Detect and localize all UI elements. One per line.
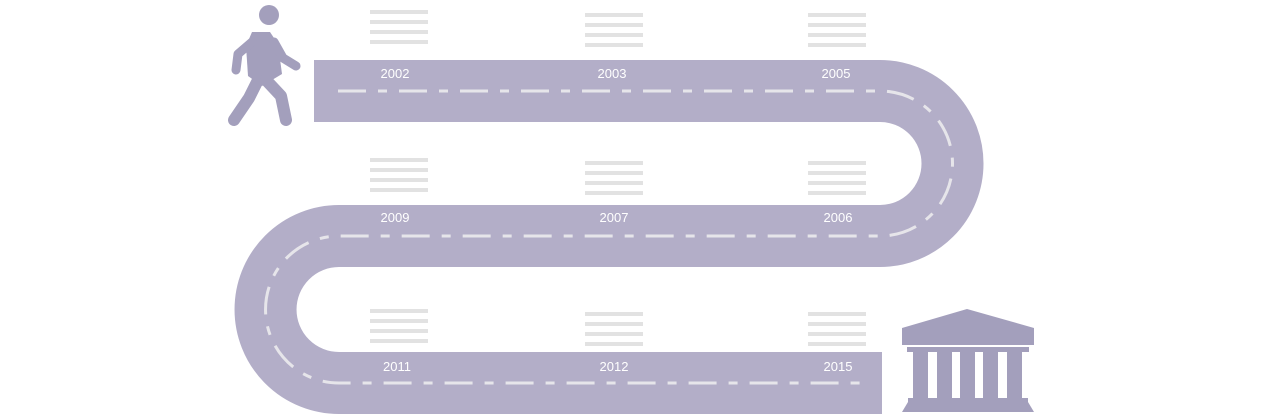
placeholder-lines-2002 (370, 10, 428, 44)
milestone-year-label: 2009 (381, 210, 410, 225)
placeholder-lines-group (370, 10, 866, 346)
placeholder-lines-2005 (808, 13, 866, 47)
road-center-dashes (264, 89, 954, 385)
placeholder-lines-2006 (808, 161, 866, 195)
milestone-year-label: 2006 (824, 210, 853, 225)
placeholder-lines-2012 (585, 312, 643, 346)
placeholder-lines-2009 (370, 158, 428, 192)
placeholder-lines-2015 (808, 312, 866, 346)
placeholder-lines-2007 (585, 161, 643, 195)
milestone-year-label: 2012 (600, 359, 629, 374)
milestone-year-label: 2003 (598, 66, 627, 81)
bank-building-icon (902, 309, 1034, 412)
milestone-year-label: 2011 (383, 359, 411, 374)
placeholder-lines-2011 (370, 309, 428, 343)
milestone-year-label: 2002 (381, 66, 410, 81)
milestone-year-label: 2015 (824, 359, 853, 374)
milestone-year-label: 2005 (822, 66, 851, 81)
placeholder-lines-2003 (585, 13, 643, 47)
walking-person-icon (228, 5, 301, 126)
milestone-year-label: 2007 (600, 210, 629, 225)
